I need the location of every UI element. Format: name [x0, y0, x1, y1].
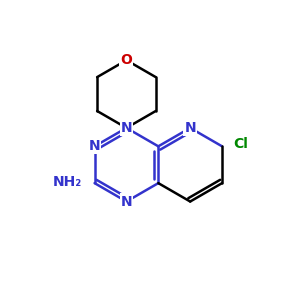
Text: N: N	[184, 121, 196, 135]
Text: Cl: Cl	[233, 137, 248, 151]
Text: O: O	[121, 53, 132, 67]
Text: N: N	[89, 139, 100, 153]
Text: N: N	[121, 121, 132, 135]
Text: N: N	[121, 194, 132, 208]
Text: NH₂: NH₂	[53, 175, 82, 189]
